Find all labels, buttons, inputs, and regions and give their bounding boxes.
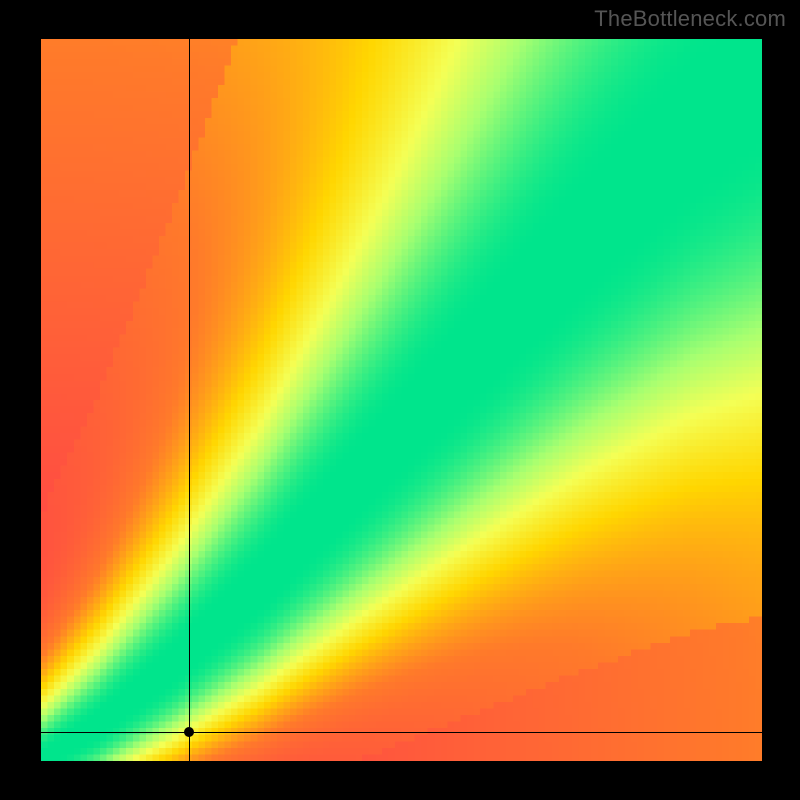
crosshair-horizontal — [41, 732, 762, 733]
chart-container: TheBottleneck.com — [0, 0, 800, 800]
crosshair-vertical — [189, 39, 190, 761]
crosshair-marker — [184, 727, 194, 737]
bottleneck-heatmap — [41, 39, 762, 761]
watermark-text: TheBottleneck.com — [594, 6, 786, 32]
